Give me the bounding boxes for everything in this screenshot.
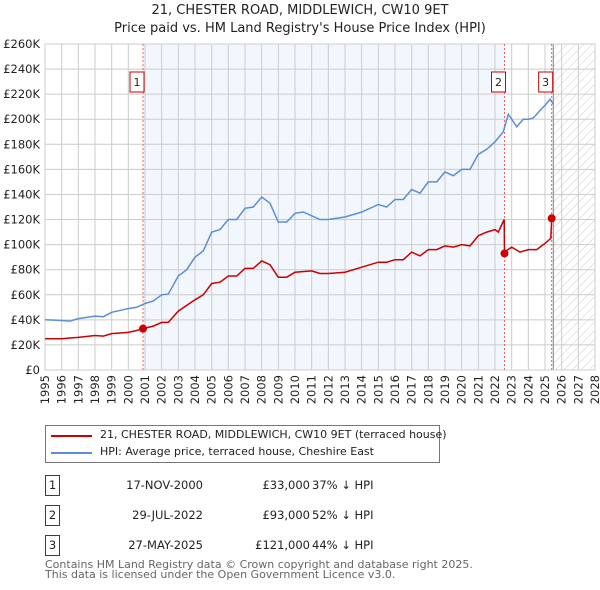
y-tick-label: £220K [3,87,40,101]
x-tick-label: 1997 [71,375,85,404]
legend: 21, CHESTER ROAD, MIDDLEWICH, CW10 9ET (… [45,425,447,463]
x-tick-label: 1996 [55,375,69,404]
legend-item-property: 21, CHESTER ROAD, MIDDLEWICH, CW10 9ET (… [46,427,447,444]
y-tick-label: £140K [3,187,40,201]
x-tick-label: 2009 [271,375,285,404]
hpi-line [44,97,554,322]
x-tick-label: 2004 [188,375,202,404]
x-tick-label: 2027 [571,375,585,404]
x-tick-label: 2026 [555,375,569,404]
x-tick-label: 2000 [121,375,135,404]
price-chart: 1995 1996 1997 1998 1999 2000 2001 2002 2003 2004… [3,37,600,404]
x-tick-label: 2016 [388,375,402,404]
y-tick-label: £120K [3,213,40,227]
x-tick-label: 2013 [338,375,352,404]
sale-label-box [491,71,506,93]
x-tick-label: 2002 [155,375,169,404]
y-tick-label: £260K [3,37,40,51]
sale-label: 2 [495,76,502,89]
x-tick-label: 2006 [221,375,235,404]
legend-label: HPI: Average price, terraced house, Ches… [100,445,374,458]
x-tick-label: 2010 [288,375,302,404]
x-tick-label: 1999 [105,375,119,404]
transaction-date: 29-JUL-2022 [132,508,203,522]
x-tick-label: 2028 [588,375,600,404]
x-tick-label: 1995 [38,375,52,404]
x-tick-label: 2014 [355,375,369,404]
transaction-price: £121,000 [255,538,310,552]
sale-point [139,324,147,333]
y-tick-label: £200K [3,112,40,126]
sale-point [547,214,556,223]
forecast-hatch [553,44,595,370]
transaction-hpi-diff: 37% ↓ HPI [312,478,374,492]
title-line-1: 21, CHESTER ROAD, MIDDLEWICH, CW10 9ET [151,3,449,18]
x-tick-label: 2023 [505,375,519,404]
owned-period-shade [551,44,554,370]
x-tick-label: 2001 [138,375,152,404]
x-tick-label: 2005 [205,375,219,404]
sale-label: 1 [134,76,141,89]
footer-copyright: Contains HM Land Registry data © Crown c… [45,558,473,571]
y-tick-label: £180K [3,137,40,151]
sale-label: 3 [542,76,549,89]
x-tick-label: 2015 [371,375,385,404]
x-tick-label: 2003 [171,375,185,404]
transaction-price: £33,000 [262,478,310,492]
transaction-number: 1 [45,475,60,496]
x-tick-label: 2021 [471,375,485,404]
y-tick-label: £0 [25,363,40,377]
transaction-row: 2 29-JUL-2022 £93,000 52% ↓ HPI [45,505,445,527]
x-tick-label: 2020 [455,375,469,404]
x-tick-label: 2022 [488,375,502,404]
x-tick-label: 2012 [321,375,335,404]
footer-licence: This data is licensed under the Open Gov… [45,568,396,581]
sale-label-box [538,71,554,93]
y-tick-label: £160K [3,162,40,176]
x-tick-label: 2018 [421,375,435,404]
x-tick-label: 2008 [255,375,269,404]
transaction-date: 27-MAY-2025 [128,538,203,552]
sale-label-box [129,71,145,93]
chart-title: 21, CHESTER ROAD, MIDDLEWICH, CW10 9ET P… [0,2,600,38]
transaction-number: 2 [45,505,60,526]
x-tick-label: 2017 [405,375,419,404]
x-tick-label: 2025 [538,375,552,404]
transaction-date: 17-NOV-2000 [126,478,203,492]
legend-item-hpi: HPI: Average price, terraced house, Ches… [46,444,436,461]
y-tick-label: £40K [11,313,41,327]
x-tick-label: 1998 [88,375,102,404]
y-tick-label: £80K [11,263,41,277]
transaction-hpi-diff: 52% ↓ HPI [312,508,374,522]
x-tick-label: 2019 [438,375,452,404]
transaction-row: 1 17-NOV-2000 £33,000 37% ↓ HPI [45,475,445,497]
owned-period-shade [143,44,505,370]
plot-frame [44,43,596,371]
footer: Contains HM Land Registry data © Crown c… [45,558,473,581]
y-tick-label: £60K [11,288,41,302]
legend-swatch-red [51,435,92,437]
x-tick-label: 2011 [305,375,319,404]
transaction-price: £93,000 [262,508,310,522]
transaction-hpi-diff: 44% ↓ HPI [312,538,374,552]
y-tick-label: £20K [11,338,41,352]
y-tick-label: £240K [3,62,40,76]
legend-label: 21, CHESTER ROAD, MIDDLEWICH, CW10 9ET (… [100,428,447,441]
legend-swatch-blue [51,452,92,454]
title-line-2: Price paid vs. HM Land Registry's House … [114,21,486,36]
x-tick-label: 2024 [521,375,535,404]
sale-point [500,249,509,258]
y-tick-label: £100K [3,238,40,252]
x-tick-label: 2007 [238,375,252,404]
transaction-number: 3 [45,535,60,556]
transaction-row: 3 27-MAY-2025 £121,000 44% ↓ HPI [45,535,445,557]
